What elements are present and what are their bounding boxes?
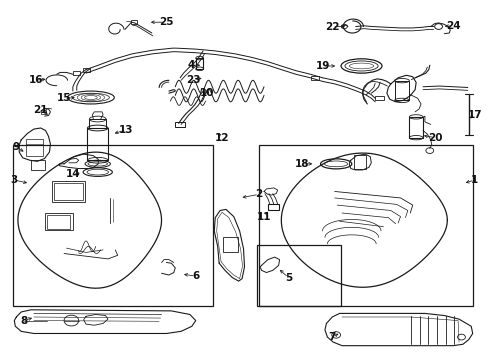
- Bar: [82, 68, 90, 72]
- Bar: [310, 76, 318, 80]
- Text: 2: 2: [255, 189, 262, 199]
- Text: 18: 18: [294, 159, 308, 169]
- Bar: [131, 20, 137, 24]
- Bar: [44, 213, 73, 230]
- Text: 25: 25: [159, 17, 173, 27]
- Text: 17: 17: [467, 111, 481, 121]
- Text: 12: 12: [215, 133, 229, 143]
- Text: 13: 13: [119, 125, 134, 135]
- Bar: [259, 145, 472, 306]
- Text: 14: 14: [65, 168, 80, 179]
- Text: 19: 19: [315, 61, 329, 71]
- Text: 15: 15: [57, 93, 71, 103]
- Bar: [73, 71, 80, 75]
- Bar: [374, 96, 383, 100]
- Bar: [87, 128, 108, 160]
- Bar: [195, 58, 203, 69]
- Bar: [353, 155, 366, 169]
- Bar: [222, 237, 238, 252]
- Bar: [41, 110, 45, 114]
- Text: 20: 20: [427, 133, 442, 143]
- Text: 24: 24: [445, 21, 460, 31]
- Text: 21: 21: [33, 105, 48, 115]
- Bar: [31, 160, 44, 170]
- Bar: [394, 81, 408, 100]
- Bar: [175, 122, 184, 127]
- Bar: [54, 183, 82, 200]
- Text: 16: 16: [28, 75, 43, 85]
- Text: 8: 8: [20, 316, 28, 325]
- Bar: [89, 119, 106, 128]
- Text: 9: 9: [13, 142, 20, 152]
- Bar: [267, 204, 278, 211]
- Text: 23: 23: [185, 75, 200, 85]
- Bar: [26, 139, 43, 156]
- Bar: [408, 117, 422, 138]
- Bar: [47, 215, 70, 229]
- Text: 7: 7: [328, 332, 335, 342]
- Bar: [256, 245, 340, 306]
- Text: 6: 6: [192, 271, 199, 281]
- Text: 11: 11: [256, 212, 271, 221]
- Text: 22: 22: [325, 22, 339, 32]
- Text: 10: 10: [200, 88, 214, 98]
- Bar: [13, 145, 212, 306]
- Text: 3: 3: [11, 175, 18, 185]
- Text: 1: 1: [470, 175, 477, 185]
- Text: 5: 5: [284, 273, 291, 283]
- Bar: [52, 181, 85, 202]
- Text: 4: 4: [187, 60, 194, 70]
